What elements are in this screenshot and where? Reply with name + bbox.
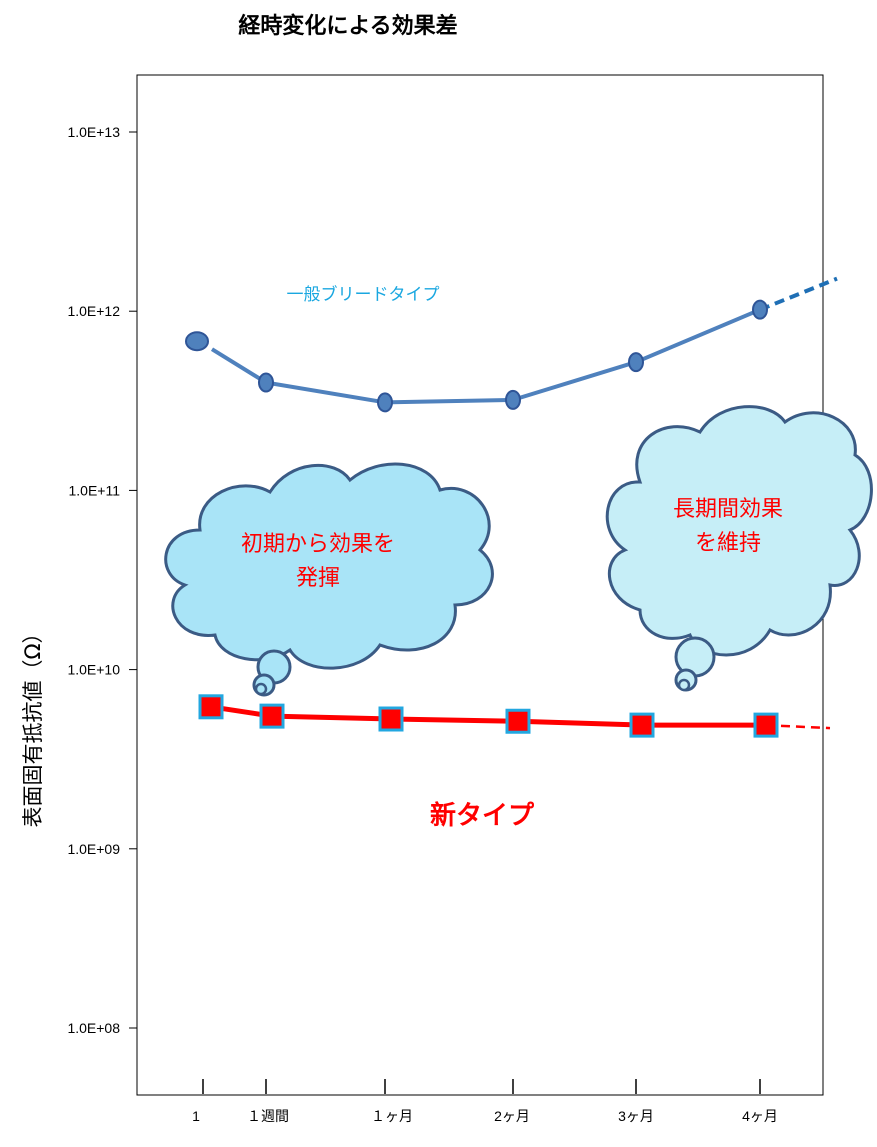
x-axis: 1 １週間 １ヶ月 2ヶ月 3ヶ月 4ヶ月	[192, 1079, 778, 1124]
y-tick-label: 1.0E+10	[67, 662, 120, 678]
data-point-general-bleed	[377, 392, 393, 413]
series-extrapolation-new-type	[765, 723, 831, 730]
cloud-shape	[605, 405, 873, 657]
chart-title: 経時変化による効果差	[238, 13, 457, 39]
data-point-new-type	[378, 706, 404, 732]
data-point-new-type	[505, 708, 531, 734]
callout-cloud-longterm: 長期間効果 を維持	[605, 405, 873, 692]
data-point-general-bleed	[628, 352, 644, 373]
data-point-new-type	[198, 694, 224, 720]
cloud-shape	[164, 462, 494, 670]
callout-text-line2: 発揮	[296, 566, 340, 591]
x-tick-label: １ヶ月	[371, 1108, 413, 1124]
callout-text-line1: 長期間効果	[673, 497, 783, 522]
x-tick-label: 4ヶ月	[742, 1108, 778, 1124]
y-tick-label: 1.0E+09	[67, 841, 120, 857]
series-label-new-type: 新タイプ	[430, 800, 535, 831]
data-point-general-bleed	[185, 331, 209, 352]
data-point-general-bleed	[505, 389, 521, 410]
thought-bubble	[254, 682, 268, 696]
data-point-new-type	[259, 703, 285, 729]
x-tick-label: 3ヶ月	[618, 1108, 654, 1124]
series-layer	[185, 276, 838, 738]
thought-bubble	[677, 678, 691, 692]
data-point-new-type	[629, 712, 655, 738]
y-tick-label: 1.0E+08	[67, 1020, 120, 1036]
data-point-general-bleed	[258, 372, 274, 393]
data-point-general-bleed	[752, 299, 768, 320]
series-label-general-bleed: 一般ブリードタイプ	[287, 284, 440, 305]
x-tick-label: 2ヶ月	[494, 1108, 530, 1124]
callout-text-line1: 初期から効果を	[241, 532, 395, 557]
y-tick-label: 1.0E+12	[67, 303, 120, 319]
callout-text-line2: を維持	[695, 531, 761, 556]
data-point-new-type	[753, 712, 779, 738]
y-axis-label: 表面固有抵抗値（Ω）	[21, 622, 45, 827]
y-tick-label: 1.0E+11	[68, 482, 120, 498]
series-line-general-bleed	[210, 307, 761, 405]
x-tick-label: 1	[192, 1108, 200, 1124]
x-tick-label: １週間	[247, 1108, 289, 1124]
y-tick-label: 1.0E+13	[67, 124, 120, 140]
callout-cloud-initial: 初期から効果を 発揮	[164, 462, 494, 697]
y-axis: 1.0E+13 1.0E+12 1.0E+11 1.0E+10 1.0E+09 1.0E+…	[67, 124, 137, 1036]
series-extrapolation-general-bleed	[759, 276, 838, 312]
